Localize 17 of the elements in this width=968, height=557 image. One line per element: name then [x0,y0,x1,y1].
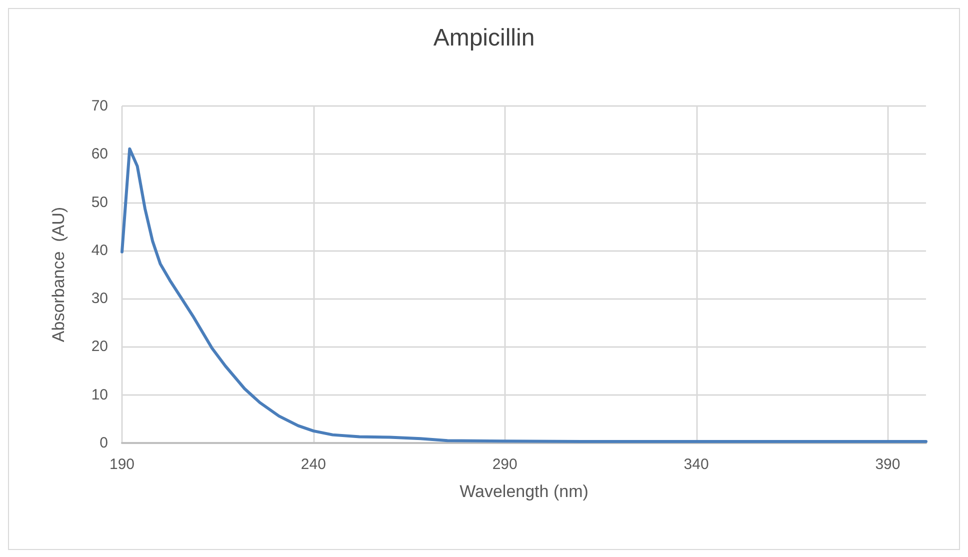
y-axis-title: Absorbance (AU) [49,206,68,342]
x-axis-title: Wavelength (nm) [460,482,588,501]
y-tick-label: 40 [91,242,108,259]
y-tick-label: 50 [91,194,108,211]
y-tick-label: 0 [100,434,108,452]
y-tick-label: 60 [91,146,108,163]
x-tick-label: 190 [109,456,135,473]
y-tick-label: 70 [91,98,108,114]
chart-title: Ampicillin [433,24,535,52]
x-tick-label: 340 [684,456,709,473]
y-tick-label: 10 [91,386,108,404]
y-tick-label: 30 [91,290,108,308]
x-tick-label: 290 [492,456,518,473]
line-series [120,147,928,444]
y-tick-label: 20 [91,338,108,356]
x-tick-label: 240 [300,456,326,473]
x-tick-label: 390 [875,456,900,473]
